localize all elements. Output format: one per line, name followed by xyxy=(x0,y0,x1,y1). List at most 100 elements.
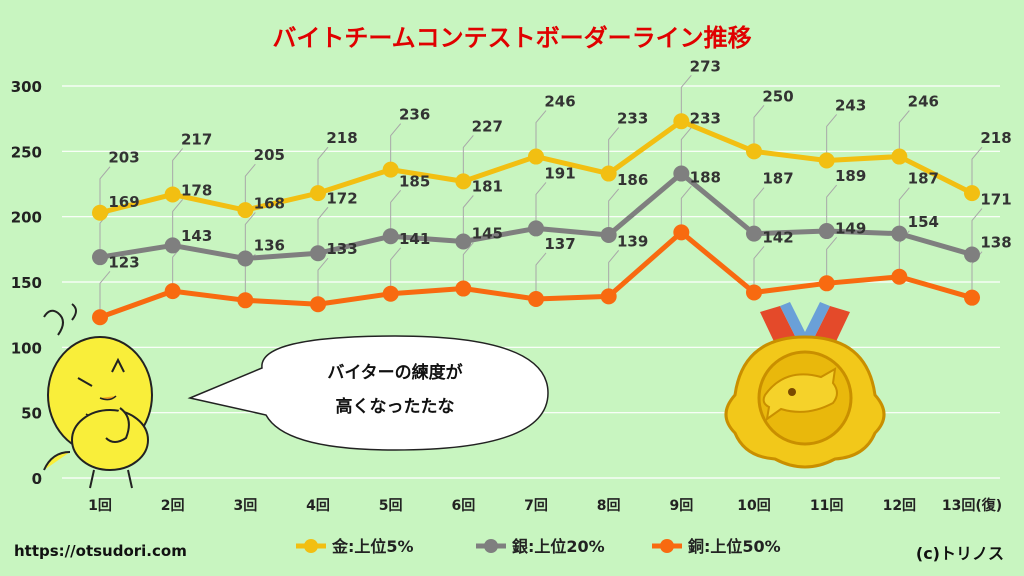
speech-bubble-line2: 高くなったたな xyxy=(335,397,455,417)
data-label: 236 xyxy=(399,106,430,124)
data-label: 188 xyxy=(690,168,721,186)
data-label: 186 xyxy=(617,171,648,189)
thinking-chick-icon xyxy=(43,303,153,489)
data-label: 142 xyxy=(762,228,793,246)
label-leader xyxy=(753,187,765,234)
label-leader xyxy=(753,246,765,293)
data-label: 187 xyxy=(762,170,793,188)
series-points xyxy=(92,113,980,326)
legend-swatch-point xyxy=(304,539,318,553)
label-leader xyxy=(317,146,329,194)
legend-label: 金:上位5% xyxy=(331,537,414,556)
label-leader xyxy=(680,74,692,122)
label-leader xyxy=(535,182,547,229)
data-point xyxy=(746,284,762,301)
data-label: 172 xyxy=(326,189,357,207)
label-leader xyxy=(753,105,765,152)
data-point xyxy=(600,165,617,182)
label-leader xyxy=(390,123,402,170)
legend: 金:上位5% 銀:上位20% 銅:上位50% xyxy=(296,537,781,556)
data-point xyxy=(164,283,181,300)
data-label: 181 xyxy=(472,177,503,195)
data-point xyxy=(964,246,980,263)
label-leader xyxy=(971,146,983,194)
label-leader xyxy=(680,186,692,233)
speech-bubble-text: バイターの練度が 高くなったたな xyxy=(260,356,530,424)
label-leader xyxy=(826,184,838,232)
data-label: 233 xyxy=(617,110,648,128)
data-label: 171 xyxy=(980,191,1011,209)
data-point xyxy=(600,226,617,243)
label-leader xyxy=(99,270,111,318)
data-label: 246 xyxy=(544,93,575,111)
site-url-link[interactable]: https://otsudori.com xyxy=(14,542,187,560)
data-label: 154 xyxy=(908,213,939,231)
data-label: 217 xyxy=(181,130,212,148)
label-leader xyxy=(826,236,838,284)
data-point xyxy=(964,289,980,306)
y-tick-label: 200 xyxy=(11,209,42,227)
data-point xyxy=(455,173,472,190)
legend-label: 銀:上位20% xyxy=(512,537,605,556)
data-label: 123 xyxy=(108,253,139,271)
data-point xyxy=(891,225,908,242)
data-label: 178 xyxy=(181,181,212,199)
x-tick-label: 5回 xyxy=(379,498,403,514)
label-leader xyxy=(462,195,474,242)
data-point xyxy=(528,290,544,307)
label-leader xyxy=(390,189,402,237)
data-point xyxy=(310,185,326,202)
data-label: 168 xyxy=(254,194,285,212)
data-label: 191 xyxy=(544,164,575,182)
legend-swatch-point xyxy=(660,539,674,553)
label-leader xyxy=(172,199,184,246)
y-tick-label: 150 xyxy=(11,274,42,292)
data-point xyxy=(237,202,254,219)
label-leader xyxy=(317,206,329,254)
label-leader xyxy=(971,208,983,255)
data-label: 138 xyxy=(980,234,1011,252)
data-point xyxy=(528,220,544,237)
data-label: 203 xyxy=(108,149,139,167)
x-tick-label: 7回 xyxy=(524,498,548,514)
data-point xyxy=(237,250,254,267)
data-point xyxy=(891,268,908,285)
data-label: 218 xyxy=(980,129,1011,147)
data-label: 145 xyxy=(472,225,503,243)
chart-title: バイトチームコンテストボーダーライン推移 xyxy=(272,24,752,52)
data-label: 218 xyxy=(326,129,357,147)
data-point xyxy=(600,288,617,305)
x-tick-label: 3回 xyxy=(233,498,257,514)
data-point xyxy=(455,280,472,297)
x-tick-label: 9回 xyxy=(669,498,693,514)
data-point xyxy=(310,296,326,313)
y-tick-label: 250 xyxy=(11,143,42,161)
data-label: 139 xyxy=(617,232,648,250)
data-label: 137 xyxy=(544,235,575,253)
data-label: 136 xyxy=(254,236,285,254)
data-label: 189 xyxy=(835,167,866,185)
label-leader xyxy=(608,127,620,174)
data-point xyxy=(92,249,108,266)
label-leader xyxy=(317,257,329,305)
data-label: 185 xyxy=(399,172,430,190)
x-tick-label: 13回(復) xyxy=(942,497,1002,514)
data-point xyxy=(673,165,690,182)
y-tick-label: 0 xyxy=(32,470,42,488)
data-point xyxy=(164,237,181,254)
label-leader xyxy=(462,242,474,289)
label-leader xyxy=(244,212,256,259)
data-point xyxy=(382,228,399,245)
label-leader xyxy=(390,247,402,294)
label-leader xyxy=(172,148,184,195)
data-point xyxy=(673,113,690,130)
data-label: 273 xyxy=(690,57,721,75)
y-tick-label: 300 xyxy=(11,78,42,96)
data-label: 133 xyxy=(326,240,357,258)
data-point xyxy=(382,285,399,302)
x-tick-label: 2回 xyxy=(161,498,185,514)
data-label: 227 xyxy=(472,117,503,135)
data-point xyxy=(673,224,690,241)
